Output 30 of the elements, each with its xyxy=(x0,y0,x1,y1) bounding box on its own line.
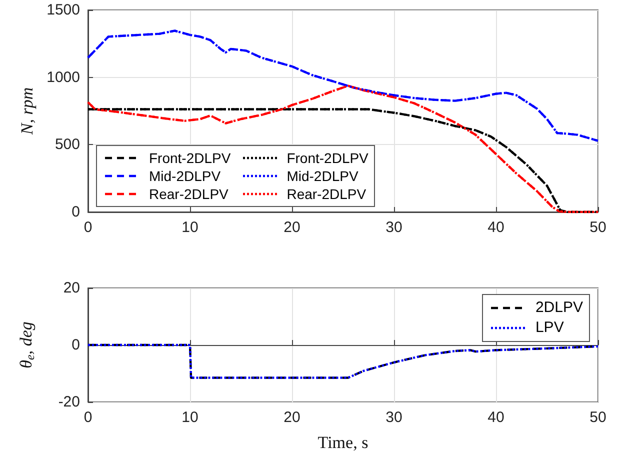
legend-label: LPV xyxy=(535,318,564,338)
x-tick-label: 50 xyxy=(590,219,606,236)
legend-label: Rear-2DLPV xyxy=(149,185,228,203)
legend-label: Mid-2DLPV xyxy=(149,167,221,185)
y-tick-label: 1500 xyxy=(46,2,80,18)
legend-label: Front-2DLPV xyxy=(149,149,231,167)
x-axis-title: Time, s xyxy=(318,433,368,452)
x-tick-label: 10 xyxy=(182,409,198,426)
y-tick-label: 20 xyxy=(63,280,80,296)
x-tick-label: 20 xyxy=(284,409,300,426)
y-axis-title: θe, deg xyxy=(16,322,37,368)
legend-label: Front-2DLPV xyxy=(286,149,368,167)
y-tick-label: 500 xyxy=(54,136,80,154)
y-tick-label: 1000 xyxy=(46,68,80,86)
y-tick-label: -20 xyxy=(58,394,80,410)
x-tick-label: 0 xyxy=(84,409,92,426)
x-tick-label: 50 xyxy=(590,409,606,426)
x-tick-label: 20 xyxy=(284,219,300,236)
y-axis-title: N, rpm xyxy=(18,87,37,136)
y-tick-label: 0 xyxy=(72,336,80,354)
x-tick-label: 0 xyxy=(84,219,92,236)
y-tick-label: 0 xyxy=(72,204,80,220)
legend-label: 2DLPV xyxy=(535,298,583,318)
legend-label: Mid-2DLPV xyxy=(286,167,358,185)
x-tick-label: 40 xyxy=(488,219,504,236)
x-tick-label: 40 xyxy=(488,409,504,426)
x-tick-label: 10 xyxy=(182,219,198,236)
legend-label: Rear-2DLPV xyxy=(286,185,366,203)
x-tick-label: 30 xyxy=(386,219,402,236)
x-tick-label: 30 xyxy=(386,409,402,426)
